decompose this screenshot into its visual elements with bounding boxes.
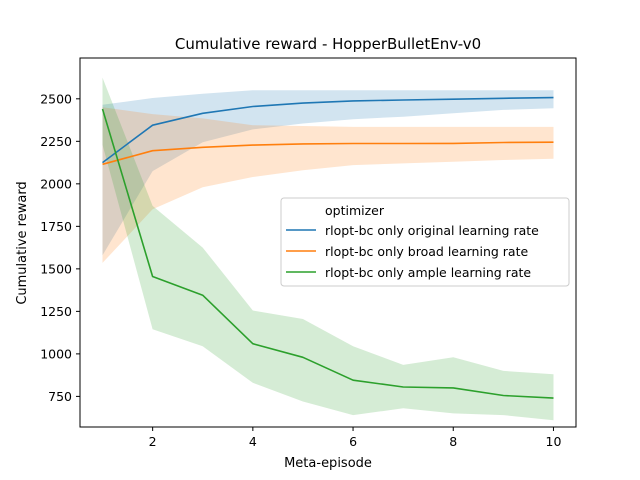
chart-title: Cumulative reward - HopperBulletEnv-v0 bbox=[175, 35, 481, 53]
y-axis-title: Cumulative reward bbox=[15, 181, 30, 304]
x-tick-label: 10 bbox=[546, 434, 562, 449]
plot-frame bbox=[79, 57, 577, 428]
series-lines bbox=[101, 96, 554, 399]
confidence-band-1 bbox=[102, 90, 554, 256]
legend: optimizer rlopt-bc only original learnin… bbox=[280, 197, 570, 287]
legend-entries: rlopt-bc only original learning rate rlop… bbox=[286, 223, 539, 280]
legend-box bbox=[280, 197, 570, 287]
confidence-band-3 bbox=[102, 77, 554, 421]
y-tick-label: 750 bbox=[48, 389, 72, 404]
series-line-2 bbox=[102, 141, 554, 166]
x-tick-label: 4 bbox=[249, 434, 257, 449]
y-tick-label: 1250 bbox=[40, 304, 72, 319]
y-tick-label: 1000 bbox=[40, 346, 72, 361]
y-axis-ticks: 750 1000 1250 1500 1750 2000 2250 2500 bbox=[40, 91, 80, 404]
x-tick-label: 8 bbox=[449, 434, 457, 449]
x-axis-title: Meta-episode bbox=[284, 456, 372, 471]
x-tick-label: 2 bbox=[149, 434, 157, 449]
y-tick-label: 2500 bbox=[40, 91, 72, 106]
legend-label-3: rlopt-bc only ample learning rate bbox=[325, 265, 531, 280]
legend-title: optimizer bbox=[325, 203, 385, 218]
series-line-1 bbox=[102, 96, 554, 164]
x-axis-ticks: 2 4 6 8 10 bbox=[149, 427, 562, 449]
legend-label-1: rlopt-bc only original learning rate bbox=[325, 223, 539, 238]
series-line-3 bbox=[101, 108, 554, 399]
x-tick-label: 6 bbox=[349, 434, 357, 449]
y-tick-label: 1500 bbox=[40, 261, 72, 276]
y-tick-label: 2250 bbox=[40, 134, 72, 149]
y-tick-label: 2000 bbox=[40, 176, 72, 191]
legend-label-2: rlopt-bc only broad learning rate bbox=[325, 244, 528, 259]
y-tick-label: 1750 bbox=[40, 219, 72, 234]
